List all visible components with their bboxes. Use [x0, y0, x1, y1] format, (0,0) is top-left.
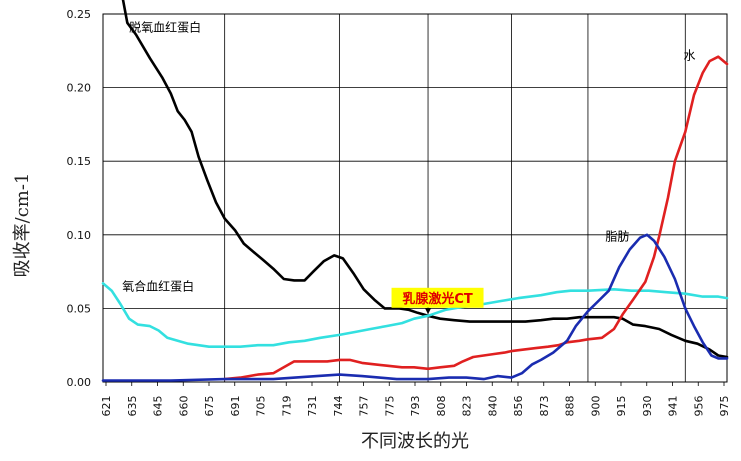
x-tick-label: 675: [203, 396, 216, 417]
x-tick-label: 900: [589, 396, 602, 417]
callout-box: [391, 287, 484, 308]
series-line: [223, 55, 729, 381]
y-axis-label: 吸收率/cm-1: [12, 173, 33, 278]
callout-text: 乳腺激光CT: [402, 291, 473, 307]
series-line: [101, 282, 729, 348]
x-tick-label: 975: [718, 396, 731, 417]
series-label: 脱氧血红蛋白: [129, 20, 201, 35]
series-layer: [101, 0, 729, 382]
y-tick-label: 0.05: [67, 302, 92, 315]
x-tick-label: 621: [100, 396, 113, 417]
x-tick-label: 856: [512, 396, 525, 417]
y-axis-ticks: 0.00 0.05 0.10 0.15 0.20 0.25: [67, 8, 92, 389]
x-tick-label: 645: [152, 396, 165, 417]
x-tick-label: 793: [409, 396, 422, 417]
series-label: 水: [684, 49, 696, 63]
x-tick-label: 775: [383, 396, 396, 417]
y-tick-label: 0.25: [67, 8, 92, 21]
x-tick-label: 691: [229, 396, 242, 417]
x-tick-label: 719: [280, 396, 293, 417]
y-tick-label: 0.10: [67, 229, 92, 242]
callout-arrow-head: [425, 308, 432, 315]
x-tick-label: 823: [461, 396, 474, 417]
x-tick-label: 660: [177, 396, 190, 417]
x-tick-label: 635: [126, 396, 139, 417]
x-tick-label: 808: [435, 396, 448, 417]
x-tick-label: 873: [538, 396, 551, 417]
grid-lines: [102, 13, 728, 383]
x-tick-label: 757: [358, 396, 371, 417]
x-axis-ticks: 621 635 645 660 675 691 705 719 731 744 757 775 793 8…: [100, 382, 731, 417]
y-tick-label: 0.20: [67, 82, 92, 95]
plot-border: [102, 13, 728, 383]
series-line: [101, 233, 729, 382]
x-tick-label: 731: [306, 396, 319, 417]
x-tick-label: 915: [615, 396, 628, 417]
x-tick-label: 888: [564, 396, 577, 417]
x-tick-label: 941: [667, 396, 680, 417]
x-tick-label: 840: [486, 396, 499, 417]
y-tick-label: 0.15: [67, 155, 92, 168]
series-label: 脂肪: [605, 229, 629, 244]
x-tick-label: 930: [641, 396, 654, 417]
x-tick-label: 744: [332, 396, 345, 417]
y-tick-label: 0.00: [67, 376, 92, 389]
series-label: 氧合血红蛋白: [122, 279, 194, 294]
x-tick-label: 956: [692, 396, 705, 417]
x-axis-label: 不同波长的光: [361, 431, 469, 452]
x-tick-label: 705: [255, 396, 268, 417]
callout: 乳腺激光CT: [391, 287, 484, 315]
